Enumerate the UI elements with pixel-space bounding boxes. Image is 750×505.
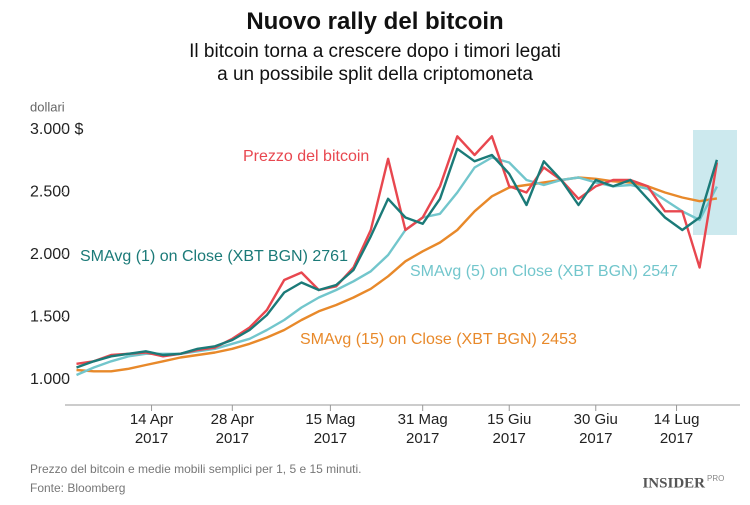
series-label: SMAvg (1) on Close (XBT BGN) 2761: [80, 248, 348, 265]
series-label: SMAvg (5) on Close (XBT BGN) 2547: [410, 263, 678, 280]
footnote: Prezzo del bitcoin e medie mobili sempli…: [30, 462, 362, 476]
x-tick-label-box: 14 Lug 2017: [653, 411, 700, 447]
logo-sub: PRO: [707, 474, 724, 483]
chart-title: Nuovo rally del bitcoin: [246, 8, 504, 35]
x-tick-label: 15 Giu 2017: [487, 411, 532, 447]
y-tick-label: 1.500: [30, 309, 70, 326]
x-tick-label: 14 Lug 2017: [653, 411, 700, 447]
series-label: SMAvg (15) on Close (XBT BGN) 2453: [300, 331, 577, 348]
y-tick-label: 1.000: [30, 371, 70, 388]
logo: INSIDER: [642, 475, 705, 491]
x-tick-label-box: 31 Mag 2017: [397, 411, 448, 447]
y-axis-label: dollari: [30, 99, 65, 114]
x-tick-label: 28 Apr 2017: [210, 411, 254, 447]
series-line: [76, 147, 719, 369]
x-tick-label: 15 Mag 2017: [305, 411, 356, 447]
x-tick-label: 31 Mag 2017: [397, 411, 448, 447]
x-tick-label-box: 15 Mag 2017: [305, 411, 356, 447]
x-tick-label-box: 15 Giu 2017: [487, 411, 532, 447]
x-tick-label-box: 14 Apr 2017: [129, 411, 174, 447]
x-tick-label: 14 Apr 2017: [129, 411, 174, 447]
y-tick-label: 2.000: [30, 246, 70, 263]
x-tick-label: 30 Giu 2017: [573, 411, 618, 447]
chart-subtitle: Il bitcoin torna a crescere dopo i timor…: [189, 41, 561, 85]
x-tick-label-box: 28 Apr 2017: [210, 411, 254, 447]
x-tick-label-box: 30 Giu 2017: [573, 411, 618, 447]
source: Fonte: Bloomberg: [30, 481, 125, 495]
series-label: Prezzo del bitcoin: [243, 148, 369, 165]
y-tick-label: 3.000 $: [30, 121, 83, 138]
y-tick-label: 2.500: [30, 184, 70, 201]
